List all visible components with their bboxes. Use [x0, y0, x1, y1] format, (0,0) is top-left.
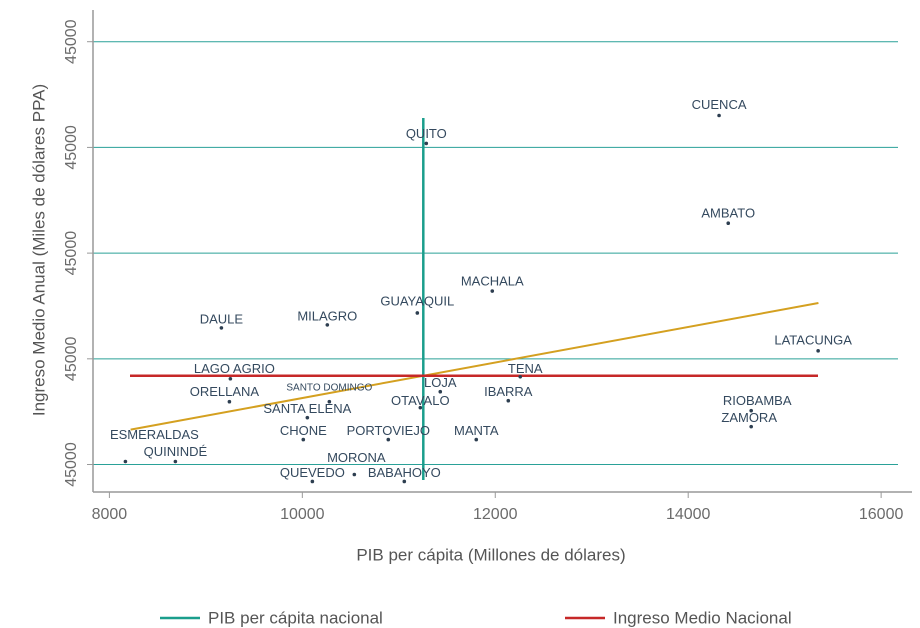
point-label: TENA — [508, 361, 543, 376]
point — [173, 459, 178, 464]
point — [749, 424, 753, 429]
legend-label: Ingreso Medio Nacional — [613, 608, 792, 627]
point — [310, 479, 315, 484]
point — [386, 437, 391, 442]
point — [123, 459, 128, 464]
y-axis-label: Ingreso Medio Anual (Miles de dólares PP… — [29, 84, 48, 416]
y-tick-label: 45000 — [63, 231, 80, 276]
point-label: MORONA — [327, 450, 386, 465]
point-label: LATACUNGA — [774, 332, 852, 347]
point — [227, 399, 232, 404]
point — [325, 323, 330, 327]
point — [352, 472, 357, 477]
point — [749, 408, 753, 413]
trend-line — [130, 302, 819, 431]
point-label: ORELLANA — [190, 384, 260, 399]
point-label: PORTOVIEJO — [347, 423, 430, 438]
x-tick-label: 14000 — [666, 506, 711, 523]
point — [438, 389, 443, 394]
legend-label: PIB per cápita nacional — [208, 608, 383, 627]
point-label: OTAVALO — [391, 393, 450, 408]
point — [219, 326, 224, 330]
y-tick-label: 45000 — [63, 336, 80, 381]
x-axis-label: PIB per cápita (Millones de dólares) — [356, 545, 625, 564]
point-label: SANTA ELENA — [263, 401, 351, 416]
point-label: RIOBAMBA — [723, 393, 792, 408]
point — [474, 437, 479, 442]
point — [301, 437, 306, 442]
point-label: LAGO AGRIO — [194, 361, 275, 376]
point — [327, 399, 332, 404]
point-label: AMBATO — [701, 206, 755, 221]
point-label: QUEVEDO — [280, 465, 345, 480]
point-label: DAULE — [200, 311, 244, 326]
point-label: ZAMORA — [721, 410, 777, 425]
point-label: SANTO DOMINGO — [286, 382, 372, 393]
point-label: MILAGRO — [297, 308, 357, 323]
point-label: CHONE — [280, 423, 327, 438]
point-label: GUAYAQUIL — [380, 293, 454, 308]
point-label: MANTA — [454, 423, 499, 438]
point — [726, 221, 731, 226]
point-label: CUENCA — [692, 97, 747, 112]
x-tick-label: 8000 — [92, 506, 128, 523]
point-label: MACHALA — [461, 273, 524, 288]
point — [490, 289, 495, 293]
point — [228, 376, 233, 381]
y-tick-label: 45000 — [63, 19, 80, 64]
point-label: BABAHOYO — [368, 465, 441, 480]
point-label: LOJA — [424, 375, 457, 390]
point — [305, 415, 310, 420]
point — [816, 349, 820, 353]
point-label: IBARRA — [484, 384, 533, 399]
point — [402, 479, 407, 484]
y-tick-label: 45000 — [63, 125, 80, 170]
point — [506, 398, 511, 403]
point — [418, 405, 423, 410]
point — [415, 311, 420, 315]
x-tick-label: 12000 — [473, 506, 518, 523]
x-tick-label: 10000 — [280, 506, 325, 523]
point-label: ESMERALDAS — [110, 427, 199, 442]
y-tick-label: 45000 — [63, 442, 80, 487]
point — [424, 141, 429, 146]
point — [518, 374, 523, 379]
point-label: QUININDÉ — [144, 444, 208, 459]
x-tick-label: 16000 — [859, 506, 904, 523]
point-label: QUITO — [406, 126, 447, 141]
point — [717, 113, 721, 118]
